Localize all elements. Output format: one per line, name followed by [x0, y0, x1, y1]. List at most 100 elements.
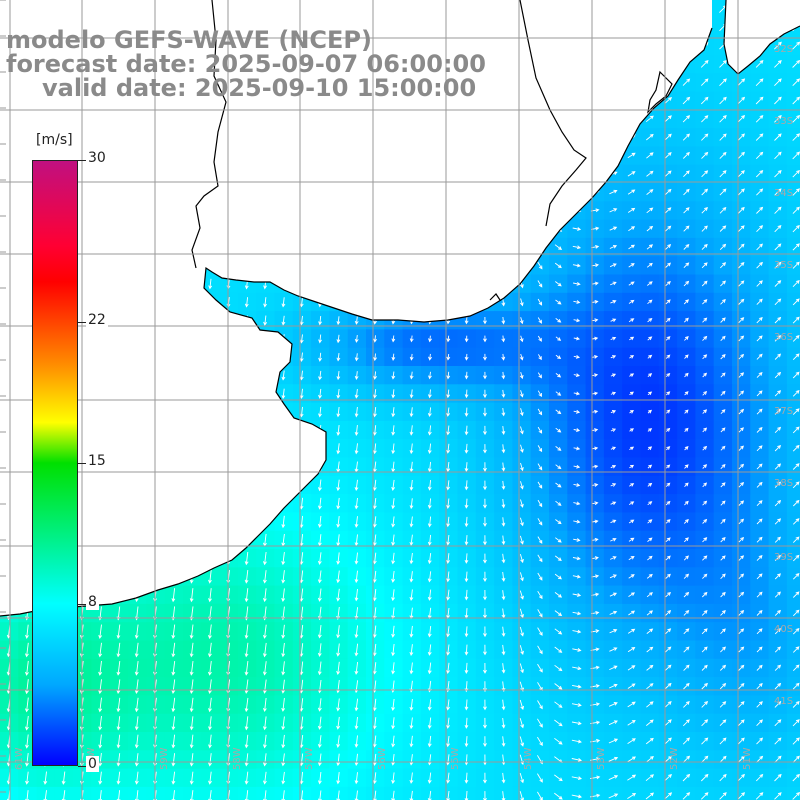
wind-arrow [738, 243, 745, 251]
wind-arrow [281, 661, 286, 676]
wind-arrow [573, 336, 581, 341]
wind-arrow [537, 645, 543, 655]
wind-arrow [501, 353, 506, 361]
wind-arrow [608, 738, 619, 744]
wind-arrow [501, 590, 506, 601]
wind-arrow [609, 629, 618, 634]
wind-cell [786, 530, 800, 550]
wind-arrow [774, 426, 782, 434]
wind-arrow [244, 570, 249, 584]
wind-arrow [483, 736, 487, 748]
wind-arrow [208, 716, 212, 731]
wind-arrow [701, 151, 709, 159]
wind-arrow [610, 537, 617, 542]
wind-arrow [664, 646, 672, 653]
wind-arrow [682, 737, 690, 745]
title-block: modelo GEFS-WAVE (NCEP) forecast date: 2… [6, 28, 486, 100]
wind-arrow [519, 791, 525, 800]
wind-arrow [665, 354, 671, 359]
wind-cell [786, 274, 800, 294]
wind-arrow [684, 464, 689, 469]
wind-arrow [555, 409, 562, 415]
wind-arrow [501, 389, 506, 398]
wind-arrow [391, 570, 396, 583]
wind-arrow [98, 660, 103, 676]
wind-arrow [537, 481, 543, 489]
wind-arrow [792, 700, 800, 708]
wind-arrow [299, 388, 304, 400]
wind-arrow [629, 428, 634, 432]
wind-cell [567, 786, 587, 800]
wind-arrow [683, 591, 690, 598]
wind-arrow [501, 736, 506, 747]
wind-arrow [336, 588, 341, 602]
wind-arrow [427, 772, 432, 784]
wind-arrow [427, 553, 432, 565]
wind-arrow [446, 644, 450, 656]
wind-arrow [446, 790, 450, 800]
wind-arrow [501, 480, 506, 490]
wind-arrow [336, 661, 341, 676]
wind-arrow [537, 408, 543, 416]
wind-cell [786, 402, 800, 422]
wind-arrow [627, 628, 636, 634]
wind-arrow [318, 352, 322, 362]
wind-arrow [572, 629, 582, 634]
wind-cell [786, 201, 800, 221]
wind-arrow [116, 642, 121, 658]
wind-arrow [354, 371, 359, 381]
wind-arrow [317, 753, 322, 767]
wind-arrow [372, 772, 377, 785]
wind-arrow [738, 317, 745, 324]
wind-arrow [737, 719, 745, 727]
wind-arrow [573, 428, 581, 433]
wind-arrow [427, 626, 432, 638]
wind-arrow [554, 592, 563, 598]
lat-label: 37S [774, 406, 793, 417]
wind-arrow [391, 425, 396, 436]
wind-arrow [262, 734, 267, 749]
wind-arrow [702, 427, 708, 433]
wind-arrow [171, 679, 176, 695]
wind-arrow [537, 317, 543, 324]
wind-arrow [299, 406, 304, 418]
wind-arrow [647, 281, 653, 286]
wind-arrow [720, 372, 726, 378]
wind-arrow [244, 771, 249, 785]
wind-arrow [520, 481, 524, 490]
wind-arrow [317, 716, 322, 730]
wind-arrow [483, 444, 487, 454]
wind-arrow [682, 773, 691, 782]
wind-arrow [738, 701, 745, 708]
wind-arrow [792, 335, 800, 342]
wind-arrow [682, 719, 690, 727]
wind-arrow [483, 535, 487, 546]
wind-arrow [756, 280, 763, 287]
wind-arrow [665, 464, 671, 469]
wind-arrow [391, 389, 396, 399]
wind-arrow [774, 133, 782, 141]
wind-arrow [537, 554, 543, 563]
wind-cell [786, 164, 800, 184]
wind-arrow [756, 737, 764, 745]
wind-arrow [646, 133, 654, 141]
wind-arrow [336, 406, 341, 418]
wind-cell [786, 658, 800, 678]
wind-arrow [537, 445, 543, 453]
wind-arrow [555, 446, 562, 451]
wind-arrow [409, 625, 414, 638]
wind-arrow [629, 409, 634, 414]
wind-arrow [700, 773, 709, 782]
wind-arrow [519, 572, 524, 582]
wind-arrow [519, 699, 525, 710]
wind-arrow [98, 642, 103, 658]
wind-arrow [701, 170, 709, 178]
wind-arrow [354, 316, 359, 325]
wind-arrow [354, 534, 359, 547]
wind-arrow [501, 444, 506, 454]
wind-arrow [608, 775, 619, 781]
wind-arrow [665, 591, 671, 598]
wind-cell [786, 439, 800, 459]
wind-arrow [774, 225, 782, 233]
